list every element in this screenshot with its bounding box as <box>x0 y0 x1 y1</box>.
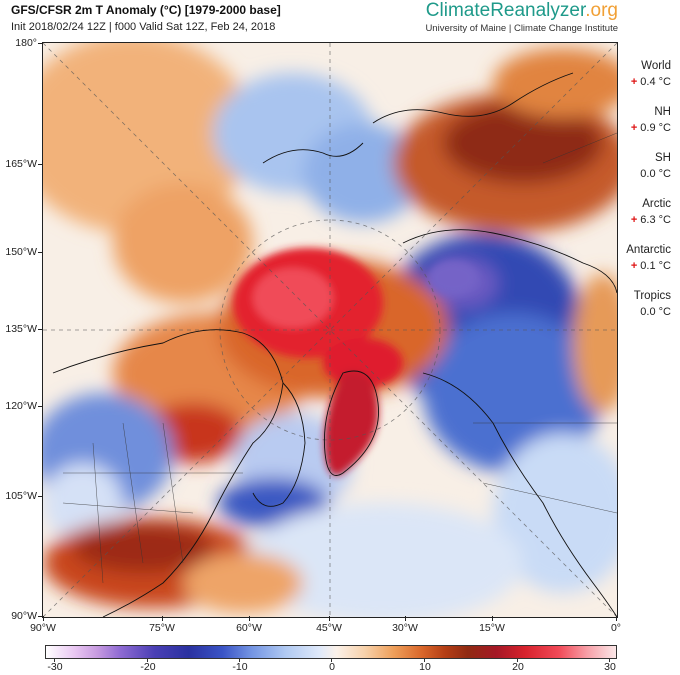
lon-tick <box>329 616 330 621</box>
stat-tropics: Tropics 0.0 °C <box>620 290 680 336</box>
colorbar-label: 10 <box>419 661 431 673</box>
brand-subtitle: University of Maine | Climate Change Ins… <box>425 23 618 34</box>
lon-tick <box>249 616 250 621</box>
temperature-anomaly-map <box>42 42 618 618</box>
lon-label-0: 0° <box>610 622 622 634</box>
stat-name: World <box>641 60 671 72</box>
stat-sign: + <box>630 214 638 226</box>
lat-label-150w: 150°W <box>5 246 37 258</box>
colorbar-tick <box>54 658 55 662</box>
stat-sign: + <box>630 76 638 88</box>
lon-tick <box>43 616 44 621</box>
colorbar-tick <box>424 658 425 662</box>
regional-stats-panel: World +0.4 °C NH +0.9 °C SH 0.0 °C Arcti… <box>620 60 680 336</box>
brand-logo[interactable]: ClimateReanalyzer.org <box>426 0 618 22</box>
lon-tick <box>492 616 493 621</box>
lon-label-30w: 30°W <box>392 622 418 634</box>
brand-part-reanalyzer: Reanalyzer <box>490 0 586 21</box>
lon-label-75w: 75°W <box>149 622 175 634</box>
lat-label-120w: 120°W <box>5 400 37 412</box>
stat-world: World +0.4 °C <box>620 60 680 106</box>
stat-antarctic: Antarctic +0.1 °C <box>620 244 680 290</box>
map-title: GFS/CFSR 2m T Anomaly (°C) [1979-2000 ba… <box>11 3 281 17</box>
stat-name: Antarctic <box>626 244 671 256</box>
colorbar-label: 0 <box>329 661 335 673</box>
lat-label-105w: 105°W <box>5 490 37 502</box>
stat-value: 0.9 °C <box>640 122 671 134</box>
lat-tick <box>38 43 43 44</box>
lat-label-90w: 90°W <box>11 610 37 622</box>
colorbar <box>45 645 617 659</box>
lat-tick <box>38 406 43 407</box>
colorbar-tick <box>331 658 332 662</box>
lat-tick <box>38 164 43 165</box>
lon-label-45w: 45°W <box>316 622 342 634</box>
colorbar-tick <box>239 658 240 662</box>
stat-arctic: Arctic +6.3 °C <box>620 198 680 244</box>
stat-value: 0.0 °C <box>640 168 671 180</box>
stat-value: 0.4 °C <box>640 76 671 88</box>
stat-value: 0.1 °C <box>640 260 671 272</box>
lon-label-90w: 90°W <box>30 622 56 634</box>
stat-sign: + <box>630 122 638 134</box>
lat-tick <box>38 329 43 330</box>
lat-tick <box>38 496 43 497</box>
stat-name: Tropics <box>633 290 671 302</box>
stat-name: NH <box>654 106 671 118</box>
stat-value: 6.3 °C <box>640 214 671 226</box>
lon-tick <box>616 616 617 621</box>
colorbar-label: 30 <box>604 661 616 673</box>
stat-sh: SH 0.0 °C <box>620 152 680 198</box>
stat-name: Arctic <box>642 198 671 210</box>
stat-value: 0.0 °C <box>640 306 671 318</box>
stat-sign: + <box>630 260 638 272</box>
colorbar-label: -30 <box>47 661 63 673</box>
lat-tick <box>38 252 43 253</box>
colorbar-tick <box>609 658 610 662</box>
colorbar-label: -10 <box>232 661 248 673</box>
lon-tick <box>405 616 406 621</box>
brand-part-climate: Climate <box>425 0 491 21</box>
lon-tick <box>162 616 163 621</box>
colorbar-tick <box>147 658 148 662</box>
lat-label-180: 180° <box>15 37 37 49</box>
colorbar-tick <box>517 658 518 662</box>
lon-label-15w: 15°W <box>479 622 505 634</box>
stat-name: SH <box>655 152 671 164</box>
brand-part-org: .org <box>585 0 618 21</box>
stat-nh: NH +0.9 °C <box>620 106 680 152</box>
map-subtitle: Init 2018/02/24 12Z | f000 Valid Sat 12Z… <box>11 21 276 33</box>
lat-label-135w: 135°W <box>5 323 37 335</box>
anomaly-field <box>43 43 617 617</box>
colorbar-label: -20 <box>140 661 156 673</box>
lon-label-60w: 60°W <box>236 622 262 634</box>
colorbar-label: 20 <box>512 661 524 673</box>
lat-tick <box>38 616 43 617</box>
lat-label-165w: 165°W <box>5 158 37 170</box>
